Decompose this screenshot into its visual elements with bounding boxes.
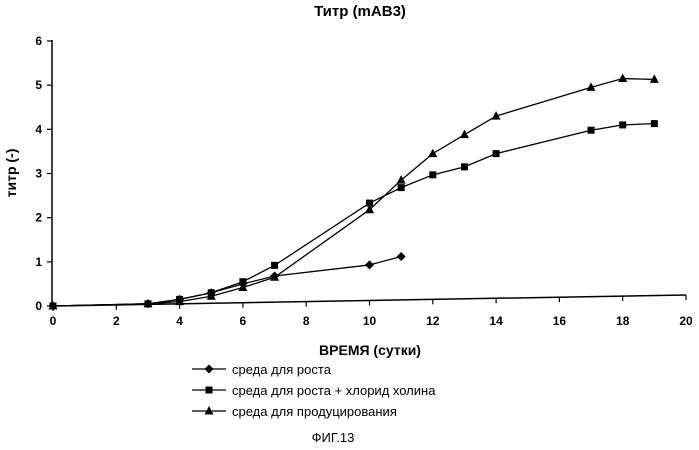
data-point-triangle <box>428 149 437 158</box>
data-point-triangle <box>460 130 469 139</box>
x-axis-label: ВРЕМЯ (сутки) <box>319 342 421 358</box>
x-tick-label: 6 <box>240 314 247 328</box>
series-layer <box>49 74 659 311</box>
series-triangle <box>49 74 659 310</box>
data-point-square <box>398 184 405 191</box>
legend-label: среда для роста <box>232 362 332 377</box>
data-point-square <box>619 121 626 128</box>
y-ticks: 0 1 2 3 4 5 6 <box>35 34 52 313</box>
figure-caption: ФИГ.13 <box>312 430 355 445</box>
x-tick-label: 16 <box>553 314 567 328</box>
series-line <box>53 257 401 306</box>
data-point-triangle <box>618 74 627 83</box>
data-point-square <box>588 127 595 134</box>
chart-title: Титр (mAB3) <box>314 3 406 20</box>
series-line <box>53 124 654 306</box>
data-point-square <box>651 120 658 127</box>
y-tick-label: 6 <box>35 34 42 48</box>
legend-square-icon <box>206 387 213 394</box>
x-tick-label: 0 <box>50 314 57 328</box>
y-tick-label: 1 <box>35 255 42 269</box>
x-tick-label: 14 <box>489 314 503 328</box>
series-diamond <box>49 252 406 310</box>
legend-label: среда для роста + хлорид холина <box>232 383 436 398</box>
legend-label: среда для продуцирования <box>232 404 397 419</box>
data-point-square <box>493 150 500 157</box>
y-tick-label: 5 <box>35 78 42 92</box>
x-tick-label: 4 <box>176 314 183 328</box>
y-axis-label: титр (-) <box>3 149 19 198</box>
x-tick-label: 20 <box>679 314 693 328</box>
y-tick-label: 0 <box>35 299 42 313</box>
legend-item: среда для роста <box>192 362 332 377</box>
x-tick-label: 10 <box>363 314 377 328</box>
legend: среда для роста среда для роста + хлорид … <box>192 362 436 419</box>
data-point-square <box>429 171 436 178</box>
data-point-triangle <box>650 74 659 83</box>
y-tick-label: 3 <box>35 167 42 181</box>
x-tick-label: 8 <box>303 314 310 328</box>
x-tick-label: 2 <box>113 314 120 328</box>
x-tick-label: 18 <box>616 314 630 328</box>
data-point-triangle <box>397 175 406 184</box>
x-tick-label: 12 <box>426 314 440 328</box>
series-square <box>50 120 658 309</box>
legend-item: среда для продуцирования <box>192 404 397 419</box>
series-line <box>53 79 654 306</box>
data-point-square <box>271 262 278 269</box>
y-tick-label: 4 <box>35 122 42 136</box>
data-point-square <box>461 163 468 170</box>
data-point-diamond <box>365 260 374 269</box>
legend-triangle-icon <box>205 406 214 415</box>
legend-item: среда для роста + хлорид холина <box>192 383 436 398</box>
y-tick-label: 2 <box>35 211 42 225</box>
legend-diamond-icon <box>205 365 214 374</box>
data-point-diamond <box>397 252 406 261</box>
